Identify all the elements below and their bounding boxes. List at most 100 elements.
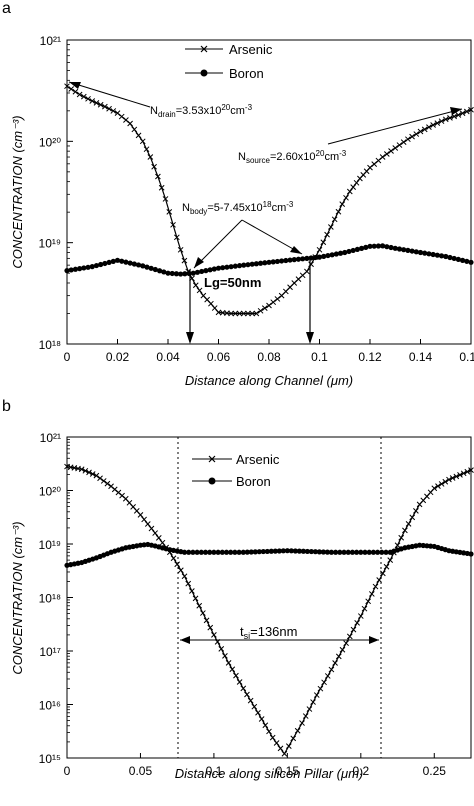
series-arsenic-point [240,685,247,692]
series-arsenic-point [455,112,462,118]
series-arsenic-point [405,136,411,143]
series-arsenic-point [328,224,334,230]
series-boron-point [371,243,377,249]
series-boron-point [288,548,294,554]
series-boron-point [316,254,323,260]
series-boron-point [363,244,369,250]
series-boron-point [292,548,298,554]
series-boron-point [291,257,297,263]
series-boron-point [274,258,281,265]
series-boron-point [455,256,461,263]
series-arsenic-point [442,116,449,123]
series-boron-point [262,260,268,266]
series-arsenic-point [266,728,272,735]
series-boron-point [89,264,95,270]
chart-b-xlabel: Distance along silicon Pillar (μm) [175,766,363,781]
series-boron-point [367,243,373,249]
series-arsenic-point [240,310,247,317]
chart-a-xlabel: Distance along Channel (μm) [185,373,353,388]
legend-a-arsenic-label: Arsenic [229,42,273,57]
series-arsenic-point [131,126,138,133]
arrow-body-right [241,219,303,255]
series-arsenic-point [249,310,256,317]
series-arsenic-point [459,110,466,117]
series-boron-point [300,548,306,554]
series-boron-point [284,548,290,554]
series-arsenic-point [460,470,467,477]
series-arsenic-point [85,95,91,102]
series-arsenic-point [402,527,408,534]
series-boron-point [203,268,209,274]
series-arsenic-point [413,508,419,514]
series-arsenic-point [379,154,386,160]
series-arsenic-point [328,666,335,673]
series-arsenic-point [236,679,243,685]
series-boron-point [383,549,389,555]
series-arsenic-point [335,653,342,660]
series-arsenic-point [273,740,280,746]
series-boron-point [396,246,403,252]
series-boron-point [401,247,407,253]
series-boron-point [181,549,188,555]
series-boron-point [312,549,319,555]
series-boron-point [131,261,137,267]
series-boron-point [211,266,217,272]
series-arsenic-point [310,699,316,705]
series-boron-point [215,549,221,555]
series-arsenic-point [442,478,449,485]
series-arsenic-point [174,561,181,568]
chart-a-xtick-label: 0.1 [311,350,328,364]
series-arsenic-point [207,624,214,631]
annotation-drain: Ndrain=3.53x1020cm-3 [150,103,253,119]
annotation-tsi: tsi=136nm [240,624,297,641]
series-arsenic-point [324,231,330,238]
series-boron-point [329,252,335,258]
series-boron-point [375,243,382,249]
series-arsenic-point [324,673,331,679]
arrow-source [327,108,463,145]
panel-a-letter: a [2,0,11,17]
series-boron-point [211,549,217,555]
series-boron-point [279,258,285,264]
series-boron-point [202,549,209,555]
series-arsenic-point [435,483,441,489]
series-arsenic-point [266,302,272,309]
series-boron-point [72,266,79,272]
series-boron-point [358,245,365,251]
series-boron-point [93,262,100,269]
series-arsenic-point [222,653,228,659]
legend-b-boron-marker [208,477,216,485]
series-boron-point [215,265,222,271]
series-arsenic-point [251,703,258,710]
annotation-source: Nsource=2.60x1020cm-3 [238,149,347,165]
series-arsenic-point [388,148,394,154]
chart-b-ytick-label: 10¹⁵ [39,752,61,766]
series-arsenic-point [110,108,117,114]
series-arsenic-point [434,120,441,126]
series-boron-point [296,548,302,554]
series-boron-point [228,264,234,270]
series-boron-point [388,244,394,251]
series-arsenic-point [118,113,125,120]
legend-a-arsenic-marker [200,45,208,53]
chart-a-ytick-label: 10¹⁸ [39,338,61,352]
chart-b-ytick-label: 10¹⁸ [39,592,61,606]
series-arsenic-point [181,257,188,264]
series-arsenic-point [232,310,239,317]
series-boron-point [98,261,104,268]
series-arsenic-point [343,194,349,201]
series-boron-point [264,548,270,555]
series-boron-point [443,253,449,260]
series-arsenic-point [343,640,349,647]
series-arsenic-point [400,139,407,145]
series-boron-point [223,549,230,555]
series-arsenic-point [155,535,162,541]
chart-b-annotations: tsi=136nm [180,624,379,644]
series-arsenic-point [368,591,375,597]
series-arsenic-point [409,514,416,521]
series-boron-point [135,262,142,268]
series-arsenic-point [78,466,85,473]
series-arsenic-point [372,583,379,590]
series-arsenic-point [106,105,112,112]
series-boron-point [207,267,213,273]
